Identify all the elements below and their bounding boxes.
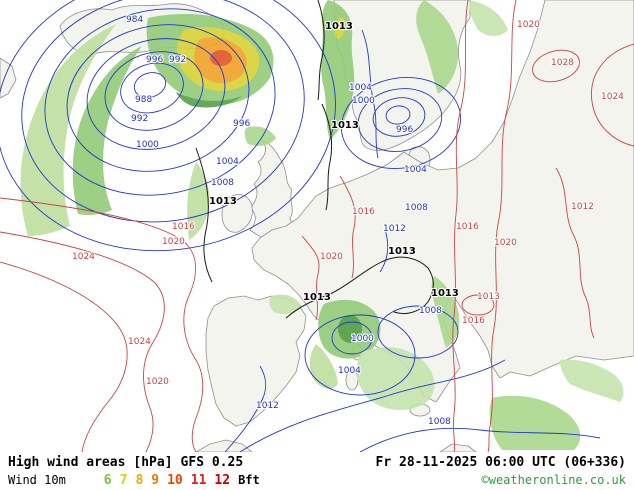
isobar-label: 1020 — [517, 20, 540, 30]
map-title: High wind areas — [8, 455, 126, 470]
isobar-label: 996 — [396, 125, 413, 135]
isobar-label: 992 — [169, 55, 186, 65]
isobar-label: 1000 — [136, 140, 159, 150]
legend-bft-10: 10 — [167, 473, 183, 488]
wind-area-atlantic-inner — [72, 46, 142, 215]
legend-bft-12: 12 — [214, 473, 231, 488]
map-model: GFS 0.25 — [180, 455, 244, 470]
wind-area-norway — [321, 0, 355, 140]
isobar-label: 988 — [135, 95, 152, 105]
isobar-label: 1013 — [431, 288, 459, 299]
isobar-label: 1013 — [388, 246, 416, 257]
isobar-label: 1012 — [256, 401, 279, 411]
isobar-label: 1013 — [209, 196, 237, 207]
legend-bft-9: 9 — [151, 473, 160, 488]
isobar-label: 1016 — [172, 222, 195, 232]
isobar-label: 1024 — [601, 92, 624, 102]
isobar-label: 1012 — [383, 224, 406, 234]
copyright-link[interactable]: ©weatheronline.co.uk — [481, 473, 627, 487]
isobar-label: 1016 — [352, 207, 375, 217]
legend-bft-11: 11 — [190, 473, 207, 488]
isobar-lines-black — [195, 0, 434, 319]
wind-area-atlantic-outer — [20, 24, 116, 236]
wind-area-topright — [469, 0, 508, 36]
wind-area-northsea — [416, 0, 459, 94]
weather-map: 984 996 992 988 992 1000 996 1004 1008 1004 1000 99… — [0, 0, 634, 452]
wind-area-adriatic — [431, 276, 460, 348]
wind-area-biscay — [269, 294, 302, 314]
legend-bft-7: 7 — [119, 473, 128, 488]
isobar-label: 1000 — [351, 334, 374, 344]
isobar-label: 1004 — [349, 83, 372, 93]
isobar-lines-blue — [0, 0, 601, 452]
isobar-label: 996 — [233, 119, 250, 129]
legend-unit: Bft — [238, 473, 260, 487]
isobar-label: 992 — [131, 114, 148, 124]
isobar-label: 1008 — [211, 178, 234, 188]
map-datetime: Fr 28-11-2025 06:00 UTC (06+336) — [375, 455, 626, 470]
isobar-labels-layer: 984 996 992 988 992 1000 996 1004 1008 1004 1000 99… — [71, 14, 625, 428]
wind-area-west-ireland — [187, 162, 210, 240]
isobar-label: 1016 — [456, 222, 479, 232]
wind-area-east-med — [560, 359, 624, 402]
isobar-label: 1016 — [462, 316, 485, 326]
map-unit: [hPa] — [133, 455, 173, 470]
wind-area-iceland-darkstripe — [176, 92, 242, 108]
isobar-label: 1000 — [352, 96, 375, 106]
wind-area-balearic — [309, 344, 338, 389]
wind-area-ionian — [489, 395, 581, 450]
legend-bft-8: 8 — [135, 473, 144, 488]
beaufort-legend: 6 7 8 9 10 11 12 — [104, 473, 230, 488]
isobar-label: 1008 — [405, 203, 428, 213]
isobar-label: 1024 — [72, 252, 95, 262]
isobar-label: 1012 — [571, 202, 594, 212]
isobar-label: 1020 — [162, 237, 185, 247]
map-footer: High wind areas [hPa] GFS 0.25 Fr 28-11-… — [0, 452, 634, 490]
isobar-label: 1008 — [419, 306, 442, 316]
isobar-label: 1004 — [338, 366, 361, 376]
wind-area-tyrrhenian — [356, 347, 435, 410]
isobar-label: 1008 — [428, 417, 451, 427]
isobar-label: 984 — [126, 15, 143, 25]
isobar-label: 1020 — [320, 252, 343, 262]
isobar-label: 996 — [146, 55, 163, 65]
isobar-label: 1013 — [325, 21, 353, 32]
isobar-label: 1020 — [494, 238, 517, 248]
wind-area-norway-yellow — [334, 17, 346, 39]
wind-area-scotland — [244, 126, 276, 146]
isobar-label: 1013 — [303, 292, 331, 303]
wind-areas-layer — [20, 0, 624, 450]
isobar-label: 1013 — [477, 292, 500, 302]
coastline-africa-tunisia — [439, 443, 477, 452]
isobar-label: 1028 — [551, 58, 574, 68]
isobar-lines-red — [0, 0, 634, 452]
isobar-label: 1013 — [331, 120, 359, 131]
isobar-label: 1024 — [128, 337, 151, 347]
isobar-label: 1004 — [404, 165, 427, 175]
wind-level-label: Wind 10m — [8, 473, 66, 487]
wind-area-iceland-red — [210, 50, 232, 66]
isobar-label: 1020 — [146, 377, 169, 387]
isobar-label: 1004 — [216, 157, 239, 167]
legend-bft-6: 6 — [103, 473, 112, 488]
map-canvas: 984 996 992 988 992 1000 996 1004 1008 1004 1000 99… — [0, 0, 634, 452]
